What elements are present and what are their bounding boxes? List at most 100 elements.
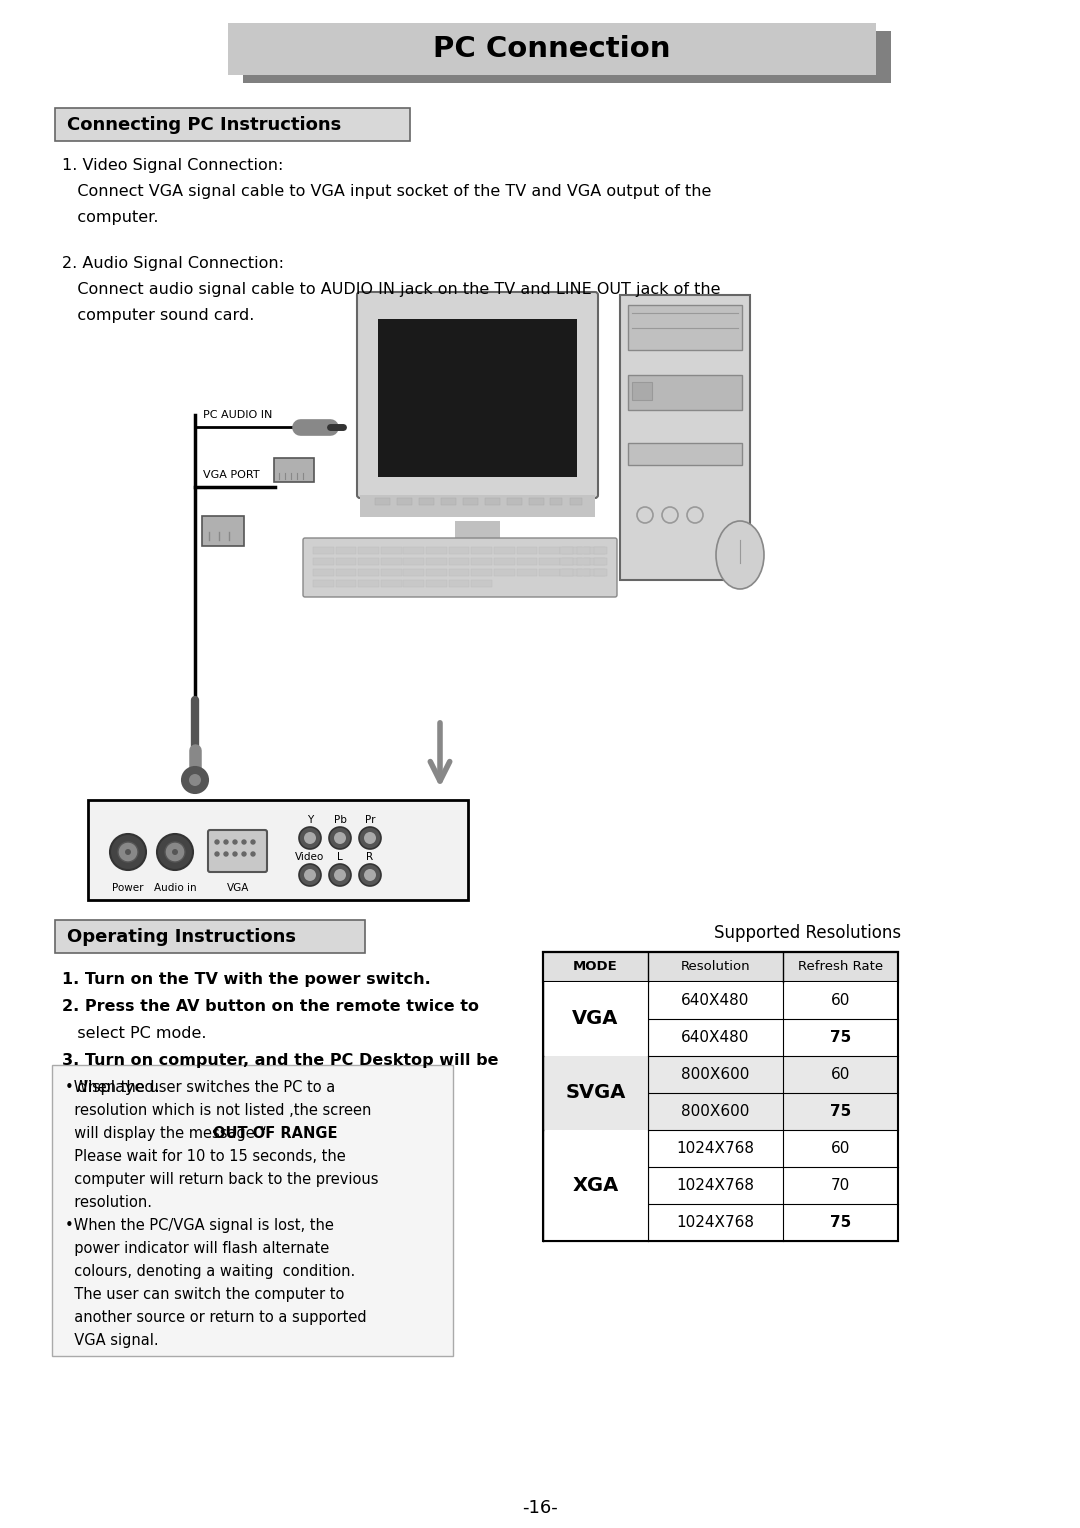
Circle shape [359,827,381,850]
Bar [87,801,468,900]
Text: power indicator will flash alternate: power indicator will flash alternate [65,1241,329,1256]
Text: PC Connection: PC Connection [433,35,671,63]
Bar [427,581,447,587]
FancyBboxPatch shape [303,538,617,597]
Text: Audio in: Audio in [153,883,197,892]
Text: •When the PC/VGA signal is lost, the: •When the PC/VGA signal is lost, the [65,1218,334,1233]
Bar [632,382,652,400]
Bar [448,568,470,576]
Bar [529,498,544,504]
Circle shape [215,853,219,856]
Text: select PC mode.: select PC mode. [62,1025,206,1041]
Text: Connect audio signal cable to AUDIO IN jack on the TV and LINE OUT jack of the: Connect audio signal cable to AUDIO IN j… [62,283,720,296]
Text: 70: 70 [831,1178,850,1193]
Bar [543,1204,897,1241]
Bar [543,952,897,983]
Bar [448,558,470,565]
Circle shape [242,840,246,843]
Circle shape [165,842,185,862]
Bar [381,568,402,576]
Circle shape [233,853,237,856]
Text: another source or return to a supported: another source or return to a supported [65,1309,366,1325]
Text: 800X600: 800X600 [681,1105,750,1118]
Bar [427,558,447,565]
Bar [594,568,607,576]
Circle shape [299,863,321,886]
Bar [448,581,470,587]
Bar [561,558,573,565]
Bar [397,498,411,504]
Text: 640X480: 640X480 [681,1030,750,1045]
Bar [494,568,515,576]
Text: displayed.: displayed. [62,1080,160,1096]
Text: 640X480: 640X480 [681,993,750,1008]
Bar [336,568,356,576]
Circle shape [125,850,131,856]
Bar [570,498,582,504]
Text: 3. Turn on computer, and the PC Desktop will be: 3. Turn on computer, and the PC Desktop … [62,1053,499,1068]
Bar [471,558,492,565]
Bar [378,319,577,477]
Bar [543,1093,897,1131]
FancyBboxPatch shape [274,458,314,481]
Circle shape [189,775,201,785]
Text: colours, denoting a waiting  condition.: colours, denoting a waiting condition. [65,1264,355,1279]
FancyBboxPatch shape [52,1065,453,1355]
Bar [516,558,537,565]
Text: Video: Video [295,853,325,862]
Bar [381,547,402,555]
Text: 60: 60 [831,993,850,1008]
Bar [543,1131,648,1241]
Bar [404,558,424,565]
Bar [381,581,402,587]
Circle shape [303,869,316,882]
Text: SVGA: SVGA [565,1083,625,1103]
Circle shape [364,833,376,843]
Bar [627,306,742,350]
Bar [594,558,607,565]
Bar [543,1167,897,1204]
Text: Supported Resolutions: Supported Resolutions [715,924,902,941]
Bar [620,295,750,581]
Bar [471,581,492,587]
Bar [471,568,492,576]
Bar [448,547,470,555]
Text: 1024X768: 1024X768 [676,1178,755,1193]
Text: 75: 75 [829,1030,851,1045]
Circle shape [303,833,316,843]
Bar [243,31,891,83]
Circle shape [299,827,321,850]
Bar [543,983,897,1019]
Text: Y: Y [307,814,313,825]
Bar [594,547,607,555]
Ellipse shape [716,521,764,588]
Bar [539,568,559,576]
Bar [336,558,356,565]
Bar [539,558,559,565]
Text: 1. Video Signal Connection:: 1. Video Signal Connection: [62,157,283,173]
Bar [562,558,582,565]
Circle shape [215,840,219,843]
Text: will display the message “OUT OF RANGE”.: will display the message “OUT OF RANGE”. [65,1126,390,1141]
Bar [359,547,379,555]
Bar [427,568,447,576]
Text: MODE: MODE [573,961,618,973]
Text: R: R [366,853,374,862]
Bar [313,558,334,565]
Circle shape [172,850,178,856]
Text: 2. Audio Signal Connection:: 2. Audio Signal Connection: [62,257,284,270]
Ellipse shape [407,558,548,573]
Text: 2. Press the AV button on the remote twice to: 2. Press the AV button on the remote twi… [62,999,480,1015]
Text: resolution which is not listed ,the screen: resolution which is not listed ,the scre… [65,1103,372,1118]
Bar [485,498,500,504]
Bar [359,581,379,587]
Bar [584,547,605,555]
Bar [584,558,605,565]
Bar [441,498,456,504]
Circle shape [224,840,228,843]
Bar [577,558,590,565]
Bar [562,547,582,555]
Text: Resolution: Resolution [680,961,751,973]
Bar [562,568,582,576]
Text: computer sound card.: computer sound card. [62,309,255,322]
